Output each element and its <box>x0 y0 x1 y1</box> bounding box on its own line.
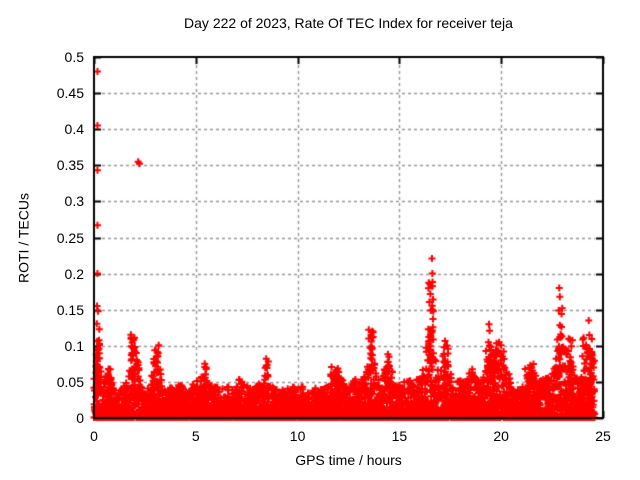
x-tick-label: 25 <box>595 428 611 444</box>
y-tick-label: 0.2 <box>64 265 84 282</box>
x-tick-label: 10 <box>289 428 306 444</box>
y-tick-label: 0 <box>76 410 84 426</box>
x-tick-label: 0 <box>90 428 98 444</box>
x-tick-label: 5 <box>191 428 200 444</box>
y-tick-label: 0.4 <box>64 121 84 138</box>
y-tick-label: 0.05 <box>56 373 84 390</box>
y-tick-label: 0.25 <box>56 229 84 246</box>
x-tick-label: 15 <box>391 428 408 444</box>
y-tick-label: 0.3 <box>64 193 84 210</box>
y-tick-label: 0.1 <box>64 337 84 354</box>
chart-title: Day 222 of 2023, Rate Of TEC Index for r… <box>184 15 513 31</box>
y-tick-label: 0.45 <box>56 85 84 102</box>
x-tick-label: 20 <box>493 428 509 444</box>
x-axis-label: GPS time / hours <box>295 452 402 468</box>
y-tick-label: 0.5 <box>64 49 84 65</box>
y-tick-label: 0.35 <box>56 157 84 174</box>
y-tick-label: 0.15 <box>56 301 84 318</box>
